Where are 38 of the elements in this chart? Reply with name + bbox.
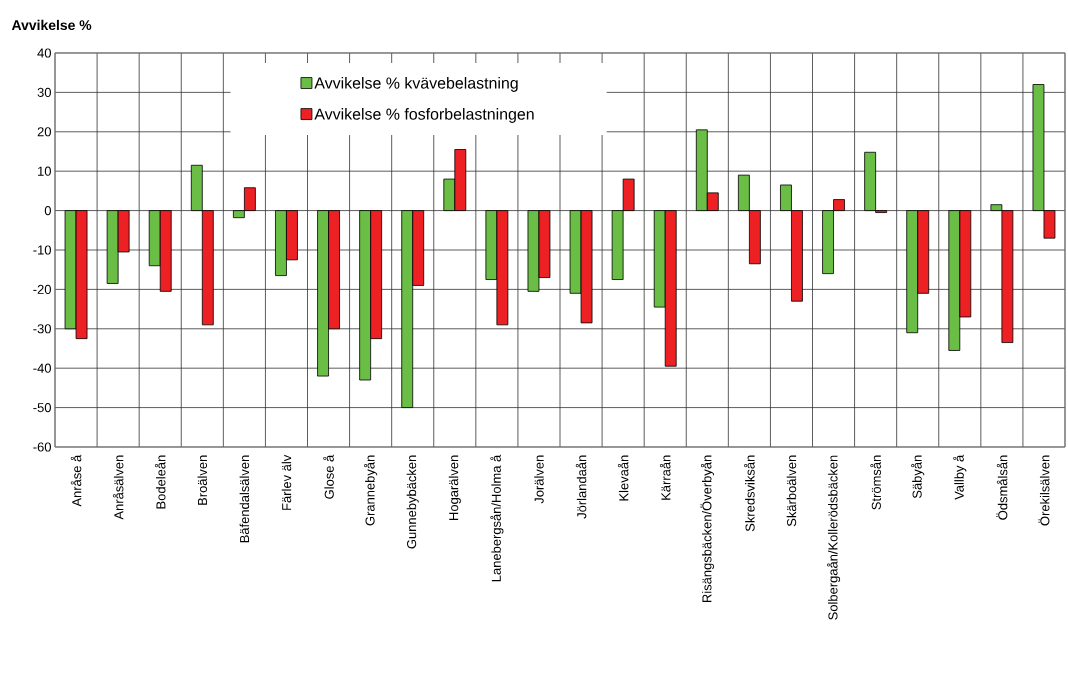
x-tick-label: Grannebyån bbox=[364, 455, 378, 526]
x-tick-label: Säbyån bbox=[911, 455, 925, 499]
legend-label: Avvikelse % fosforbelastningen bbox=[314, 108, 534, 123]
x-tick-label: Skärboälven bbox=[786, 455, 797, 527]
y-tick-label: -40 bbox=[33, 363, 51, 373]
y-tick-label: 30 bbox=[37, 87, 51, 97]
x-tick-label: Anråsälven bbox=[112, 455, 124, 520]
y-tick-label: 10 bbox=[38, 166, 51, 176]
x-tick-label: Ödsmålsån bbox=[996, 455, 1008, 520]
x-tick-label: Vallby å bbox=[953, 454, 967, 500]
x-tick-label: Jörlandaån bbox=[575, 455, 587, 519]
x-tick-label: Glose å bbox=[323, 454, 334, 499]
x-tick-label: Risängsbäcken/Överbyån bbox=[700, 455, 715, 602]
x-tick-label: Jorälven bbox=[534, 455, 544, 504]
y-tick-label: 40 bbox=[37, 48, 51, 58]
legend-label: Avvikelse % kvävebelastning bbox=[314, 77, 518, 92]
x-tick-label: Skredsviksån bbox=[744, 455, 755, 532]
x-tick-label: Lanebergsån/Holma å bbox=[490, 454, 504, 582]
y-tick-label: -60 bbox=[33, 442, 51, 452]
y-tick-label: 20 bbox=[37, 127, 51, 137]
y-tick-label: 0 bbox=[44, 206, 51, 216]
y-tick-label: -50 bbox=[33, 403, 51, 413]
x-tick-label: Kärraån bbox=[659, 455, 671, 500]
x-tick-label: Örekilsälven bbox=[1038, 455, 1050, 526]
x-tick-label: Broälven bbox=[197, 455, 208, 505]
x-tick-label: Bodeleån bbox=[154, 455, 166, 509]
y-axis-title: Avvikelse % bbox=[11, 19, 92, 31]
x-tick-label: Klevaån bbox=[617, 455, 629, 501]
x-tick-label: Solbergaån/Kollerödsbäcken bbox=[826, 455, 841, 620]
x-tick-label: Färlev älv bbox=[281, 454, 292, 510]
y-tick-label: -10 bbox=[33, 245, 51, 255]
x-tick-label: Anråse å bbox=[70, 454, 82, 507]
y-tick-label: -20 bbox=[33, 284, 51, 294]
y-tick-label: -30 bbox=[33, 324, 51, 334]
x-tick-label: Hogarälven bbox=[448, 455, 461, 520]
x-tick-label: Gunnebybäcken bbox=[406, 455, 419, 549]
x-tick-label: Bäfendalsälven bbox=[239, 455, 250, 543]
x-tick-label: Strömsån bbox=[870, 455, 881, 510]
